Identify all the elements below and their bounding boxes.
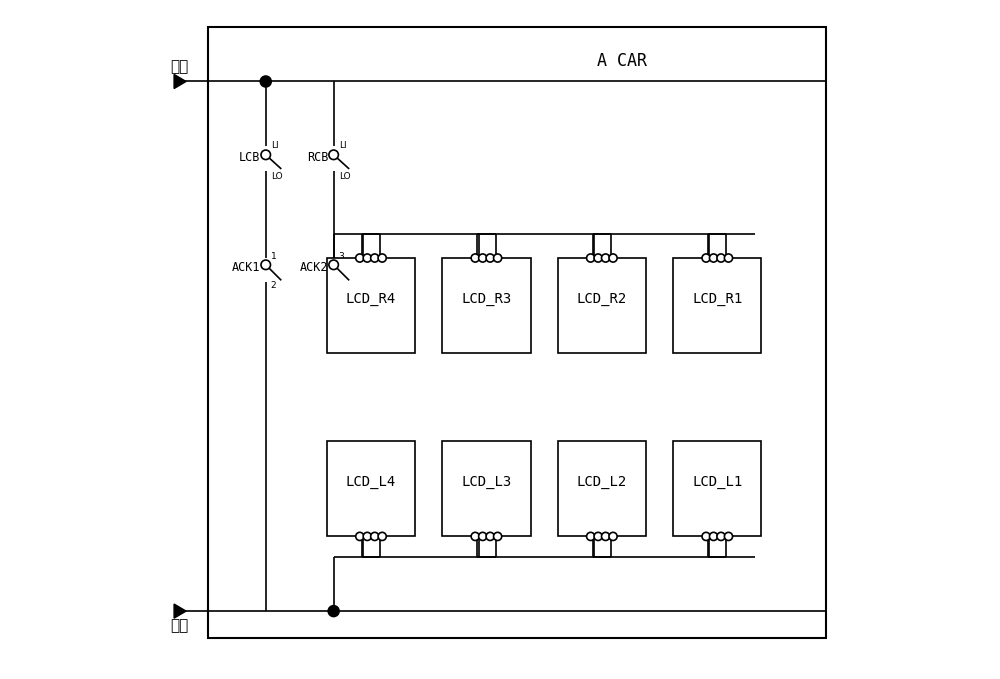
Circle shape <box>328 606 339 617</box>
Bar <box>442 258 531 353</box>
Circle shape <box>486 254 494 262</box>
Text: LI: LI <box>339 141 347 151</box>
Circle shape <box>378 254 386 262</box>
Circle shape <box>371 254 379 262</box>
Circle shape <box>479 254 487 262</box>
Bar <box>673 258 761 353</box>
Circle shape <box>363 254 371 262</box>
Bar <box>327 258 415 353</box>
Text: 供电: 供电 <box>171 59 189 74</box>
Circle shape <box>724 254 733 262</box>
Circle shape <box>471 532 479 540</box>
Text: LCD_R2: LCD_R2 <box>577 292 627 306</box>
Circle shape <box>371 532 379 540</box>
Circle shape <box>479 532 487 540</box>
Bar <box>558 258 646 353</box>
Circle shape <box>587 532 595 540</box>
Bar <box>327 441 415 536</box>
Circle shape <box>587 254 595 262</box>
Circle shape <box>486 532 494 540</box>
Text: LCD_L2: LCD_L2 <box>577 475 627 489</box>
Circle shape <box>709 254 718 262</box>
Text: 4: 4 <box>338 280 344 290</box>
Circle shape <box>594 532 602 540</box>
Text: LCD_R3: LCD_R3 <box>461 292 512 306</box>
Text: LO: LO <box>339 172 351 181</box>
Circle shape <box>702 254 710 262</box>
Text: LO: LO <box>271 172 283 181</box>
Circle shape <box>261 150 270 160</box>
Text: ACK2: ACK2 <box>300 261 328 274</box>
Bar <box>558 441 646 536</box>
Text: LCD_R1: LCD_R1 <box>692 292 742 306</box>
Circle shape <box>329 150 338 160</box>
Circle shape <box>594 254 602 262</box>
Bar <box>208 27 826 638</box>
Text: 2: 2 <box>270 280 276 290</box>
Polygon shape <box>174 75 186 88</box>
Circle shape <box>356 254 364 262</box>
Circle shape <box>602 254 610 262</box>
Bar <box>673 441 761 536</box>
Text: 1: 1 <box>270 252 276 261</box>
Circle shape <box>609 254 617 262</box>
Text: 接地: 接地 <box>171 619 189 634</box>
Circle shape <box>356 532 364 540</box>
Circle shape <box>494 254 502 262</box>
Circle shape <box>717 254 725 262</box>
Polygon shape <box>174 604 186 618</box>
Circle shape <box>378 532 386 540</box>
Circle shape <box>260 76 271 87</box>
Text: RCB: RCB <box>307 151 328 164</box>
Text: LCD_L3: LCD_L3 <box>461 475 512 489</box>
Text: LCD_L4: LCD_L4 <box>346 475 396 489</box>
Text: LI: LI <box>271 141 279 151</box>
Circle shape <box>471 254 479 262</box>
Text: A CAR: A CAR <box>597 52 647 70</box>
Circle shape <box>329 260 338 270</box>
Text: ACK1: ACK1 <box>232 261 260 274</box>
Circle shape <box>363 532 371 540</box>
Circle shape <box>609 532 617 540</box>
Text: LCD_R4: LCD_R4 <box>346 292 396 306</box>
Text: LCD_L1: LCD_L1 <box>692 475 742 489</box>
Circle shape <box>709 532 718 540</box>
Circle shape <box>602 532 610 540</box>
Bar <box>442 441 531 536</box>
Text: LCB: LCB <box>239 151 260 164</box>
Text: 3: 3 <box>338 252 344 261</box>
Circle shape <box>717 532 725 540</box>
Circle shape <box>261 260 270 270</box>
Circle shape <box>702 532 710 540</box>
Circle shape <box>494 532 502 540</box>
Circle shape <box>724 532 733 540</box>
